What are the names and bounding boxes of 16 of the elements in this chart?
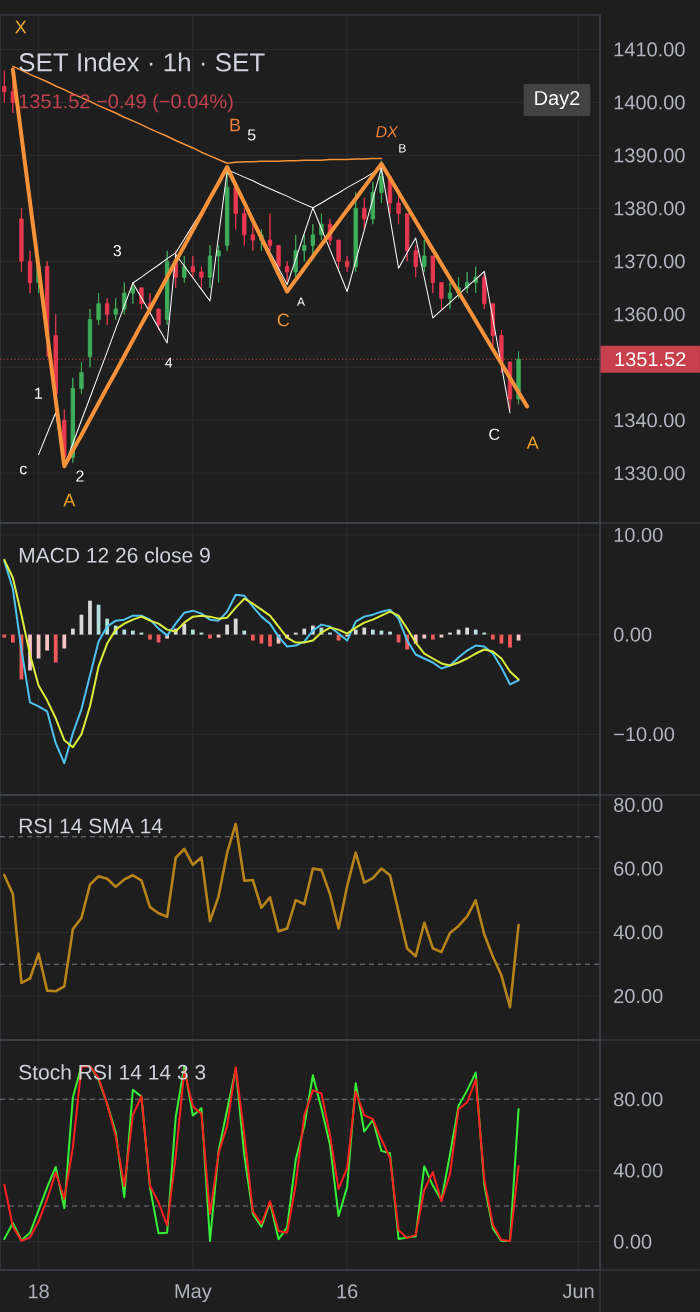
text: RSI 14 SMA 14 xyxy=(19,818,163,834)
y-tick-label: 10.00 xyxy=(614,527,663,543)
y-tick-label: 40.00 xyxy=(613,1163,663,1178)
y-tick-label: 40.00 xyxy=(613,925,663,940)
y-tick-label: 80.00 xyxy=(614,797,663,812)
x-tick-label: May xyxy=(175,1284,212,1303)
y-tick-label: 80.00 xyxy=(614,1092,663,1107)
y-tick-label: 20.00 xyxy=(614,988,663,1004)
text: MACD 12 26 close 9 xyxy=(19,547,210,563)
x-tick-label: Jun xyxy=(562,1284,594,1299)
x-tick-label: 18 xyxy=(28,1284,49,1299)
y-tick-label: 60.00 xyxy=(614,861,663,876)
y-tick-label: −10.00 xyxy=(614,727,675,742)
y-tick-label: 0.00 xyxy=(613,627,652,642)
y-tick-label: 0.00 xyxy=(613,1234,652,1249)
x-tick-label: 16 xyxy=(337,1284,358,1299)
